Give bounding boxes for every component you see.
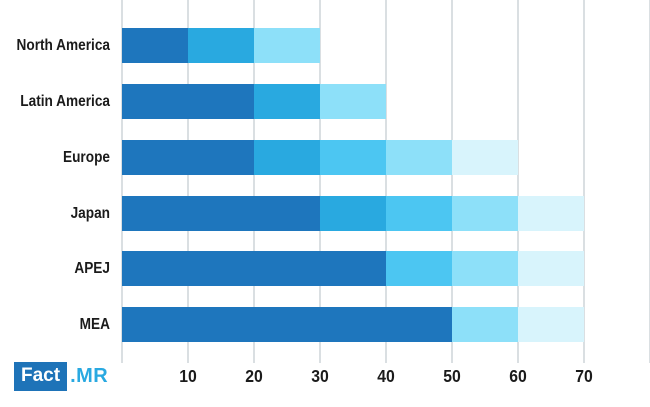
bar-segment: [452, 251, 518, 286]
gridline-70: [583, 0, 585, 363]
bar-segment: [518, 251, 584, 286]
category-label-apej: APEJ: [74, 259, 110, 277]
gridline-10: [187, 0, 189, 363]
gridline-0: [121, 0, 123, 363]
category-label-mea: MEA: [79, 315, 110, 333]
bar-segment: [452, 140, 518, 175]
bar-segment: [320, 140, 386, 175]
x-tick-label-50: 50: [443, 366, 461, 386]
gridline-20: [253, 0, 255, 363]
bar-europe: [122, 140, 518, 175]
bar-segment: [386, 140, 452, 175]
bar-segment: [254, 140, 320, 175]
category-label-north-america: North America: [16, 36, 110, 54]
bar-segment: [386, 251, 452, 286]
gridline-30: [319, 0, 321, 363]
factmr-logo: Fact .MR: [14, 362, 108, 391]
category-label-europe: Europe: [63, 148, 110, 166]
bar-segment: [122, 196, 320, 231]
category-label-japan: Japan: [70, 204, 110, 222]
x-tick-label-60: 60: [509, 366, 527, 386]
x-tick-label-70: 70: [575, 366, 593, 386]
bar-segment: [320, 196, 386, 231]
bar-segment: [254, 28, 320, 63]
x-tick-label-10: 10: [179, 366, 197, 386]
x-tick-label-20: 20: [245, 366, 263, 386]
bar-segment: [320, 84, 386, 119]
bar-segment: [188, 28, 254, 63]
bar-segment: [518, 307, 584, 342]
category-label-latin-america: Latin America: [20, 92, 110, 110]
gridline-60: [517, 0, 519, 363]
bar-segment: [518, 196, 584, 231]
bar-segment: [122, 251, 386, 286]
bar-segment: [122, 84, 254, 119]
bar-mea: [122, 307, 584, 342]
bar-segment: [386, 196, 452, 231]
logo-mr-text: .MR: [70, 365, 109, 387]
bar-segment: [452, 196, 518, 231]
bar-apej: [122, 251, 584, 286]
bar-segment: [254, 84, 320, 119]
x-tick-label-40: 40: [377, 366, 395, 386]
x-tick-label-30: 30: [311, 366, 329, 386]
bar-latin-america: [122, 84, 386, 119]
gridline-50: [451, 0, 453, 363]
bar-segment: [122, 140, 254, 175]
gridline-40: [385, 0, 387, 363]
bar-segment: [122, 28, 188, 63]
bar-north-america: [122, 28, 320, 63]
bar-segment: [122, 307, 452, 342]
bar-japan: [122, 196, 584, 231]
bar-segment: [452, 307, 518, 342]
logo-fact-box: Fact: [14, 362, 68, 391]
